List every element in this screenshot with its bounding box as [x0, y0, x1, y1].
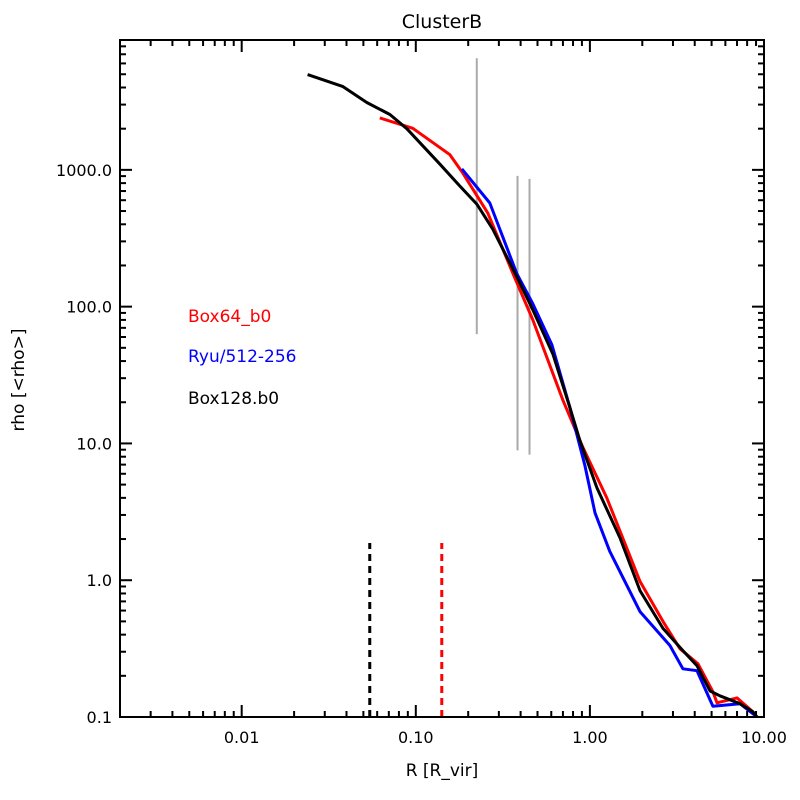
- x-axis-label: R [R_vir]: [406, 761, 479, 781]
- series-line-box64-b0: [379, 116, 759, 718]
- y-tick-label: 1000.0: [56, 161, 112, 180]
- legend-entry-ryu: Ryu/512-256: [188, 347, 296, 367]
- series-line-box128-b0: [307, 73, 759, 718]
- legend-entry-box128: Box128.b0: [188, 389, 279, 409]
- y-axis-label: rho [<rho>]: [9, 329, 29, 432]
- y-tick-label: 100.0: [66, 298, 112, 317]
- axes: 0.01 0.10 1.00 10.00 0.1 1.0 10.0 100.0 1000.0: [56, 39, 787, 747]
- x-tick-label: 10.00: [741, 728, 787, 747]
- vertical-markers: [368, 58, 531, 717]
- x-tick-label: 1.00: [572, 728, 608, 747]
- x-tick-label: 0.10: [398, 728, 434, 747]
- y-tick-label: 10.0: [76, 434, 112, 453]
- series-lines: [307, 73, 759, 719]
- legend-entry-box64: Box64_b0: [188, 307, 271, 327]
- legend: Box64_b0 Ryu/512-256 Box128.b0: [188, 307, 296, 409]
- series-line-ryu-512-256: [460, 167, 758, 719]
- y-tick-label: 0.1: [87, 708, 112, 727]
- y-tick-label: 1.0: [87, 571, 112, 590]
- x-tick-label: 0.01: [224, 728, 260, 747]
- chart-title: ClusterB: [402, 11, 482, 33]
